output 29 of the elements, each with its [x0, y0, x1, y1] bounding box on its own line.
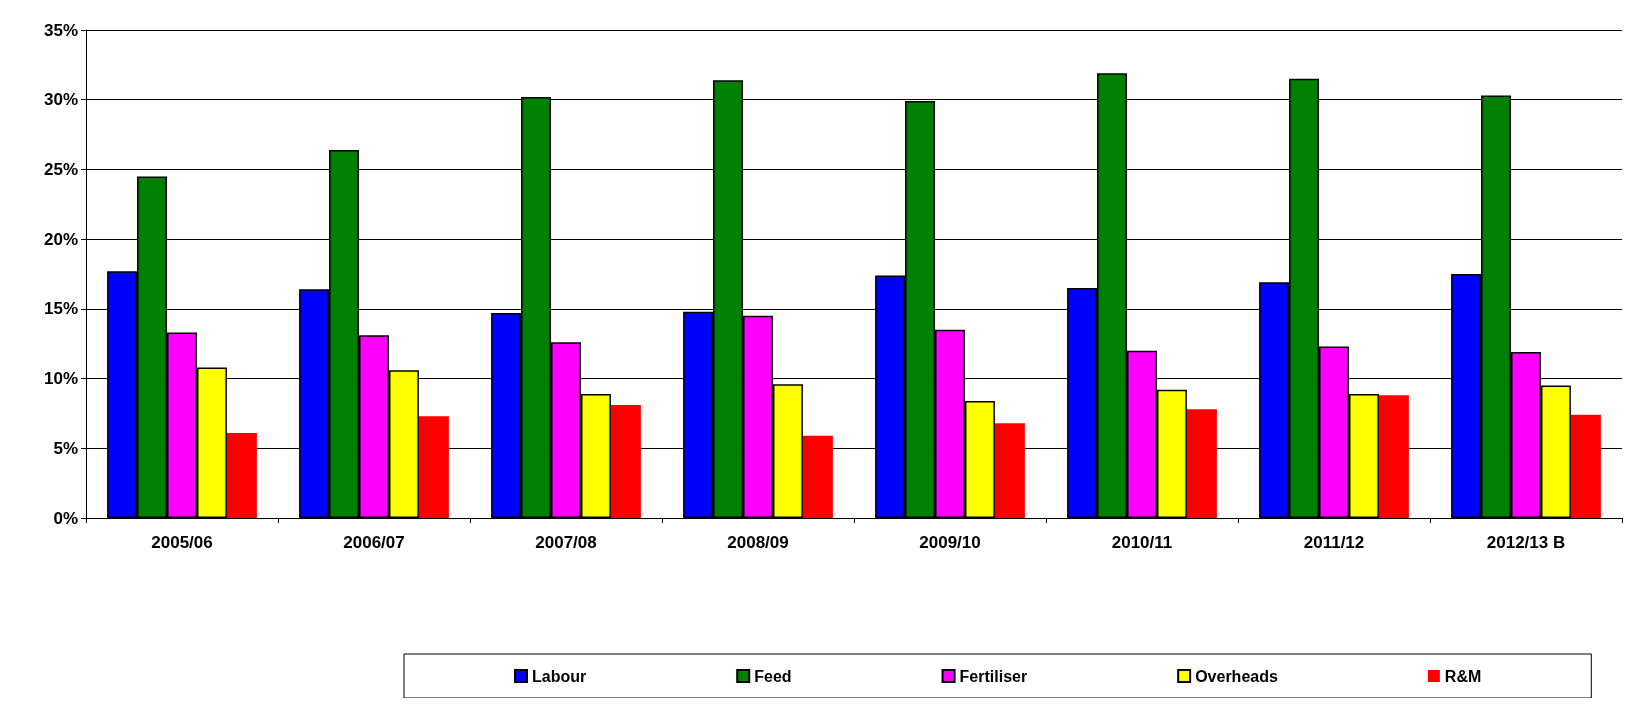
y-tick-label: 25%	[43, 159, 78, 179]
y-tick-label: 20%	[43, 229, 78, 249]
x-tick-label: 2009/10	[919, 533, 981, 552]
bar	[994, 423, 1025, 518]
y-tick-label: 30%	[43, 90, 78, 110]
y-tick-label: 35%	[43, 20, 78, 40]
bar	[1378, 395, 1409, 518]
legend-label: Overheads	[1195, 667, 1278, 685]
x-tick-label: 2008/09	[727, 533, 789, 552]
legend-label: Labour	[532, 667, 587, 685]
x-tick-label: 2006/07	[343, 533, 405, 552]
legend-label: Feed	[754, 667, 792, 685]
bar	[1570, 414, 1601, 518]
bar	[610, 405, 641, 518]
bar	[802, 435, 833, 518]
bar	[418, 416, 449, 518]
x-tick-label: 2012/13 B	[1486, 533, 1566, 552]
x-tick-label: 2010/11	[1111, 533, 1173, 552]
bar	[226, 432, 257, 518]
legend-label: R&M	[1444, 667, 1482, 685]
x-tick-label: 2007/08	[535, 533, 597, 552]
legend-label: Fertiliser	[959, 667, 1028, 685]
x-tick-label: 2005/06	[151, 533, 213, 552]
y-tick-label: 5%	[53, 438, 78, 458]
y-tick-label: 10%	[43, 369, 78, 389]
bar	[1186, 409, 1217, 518]
y-tick-label: 15%	[43, 299, 78, 319]
x-tick-label: 2011/12	[1303, 533, 1365, 552]
y-tick-label: 0%	[53, 508, 78, 528]
